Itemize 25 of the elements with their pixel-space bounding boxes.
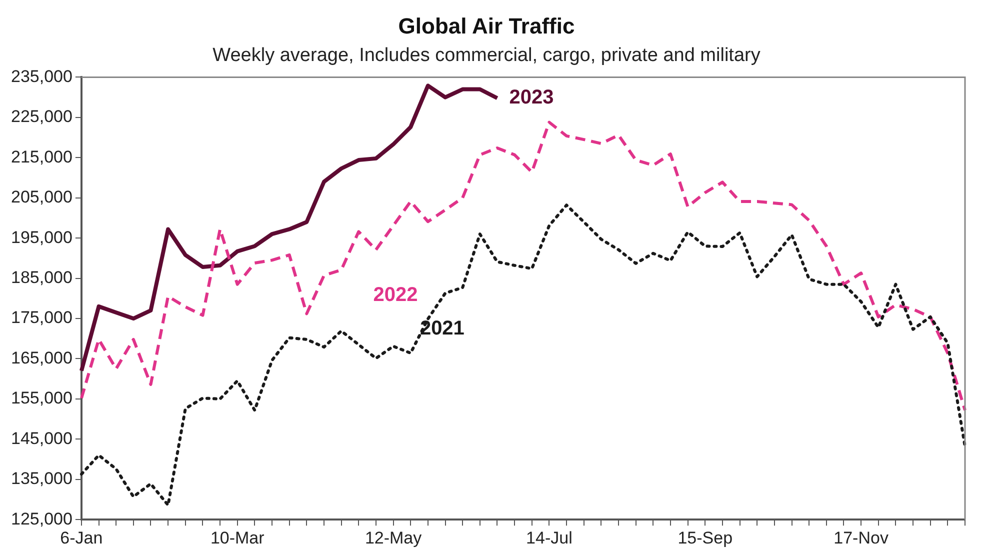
- y-tick-label: 215,000: [11, 147, 72, 166]
- chart-title: Global Air Traffic: [398, 13, 575, 38]
- y-tick-label: 235,000: [11, 66, 72, 86]
- y-tick-label: 175,000: [11, 308, 72, 328]
- line-series: [80, 120, 966, 412]
- y-tick-label: 155,000: [11, 388, 72, 408]
- x-tick-label: 10-Mar: [210, 528, 265, 548]
- chart-subtitle: Weekly average, Includes commercial, cargo, private and military: [212, 45, 761, 66]
- x-tick-label: 17-Nov: [834, 528, 889, 548]
- x-tick-label: 15-Sep: [678, 528, 733, 548]
- x-tick-label: 6-Jan: [60, 528, 103, 548]
- line-series: [80, 204, 966, 507]
- series-label: 2021: [420, 317, 464, 340]
- series-label: 2022: [373, 284, 418, 306]
- x-tick-label: 12-May: [364, 528, 422, 548]
- y-tick-label: 205,000: [11, 188, 72, 207]
- y-tick-label: 165,000: [11, 348, 72, 368]
- y-tick-label: 185,000: [11, 268, 72, 287]
- series-label: 2023: [509, 86, 554, 109]
- y-tick-label: 125,000: [11, 509, 72, 528]
- y-tick-label: 225,000: [11, 107, 72, 126]
- y-tick-label: 145,000: [11, 428, 72, 448]
- y-tick-label: 135,000: [11, 469, 72, 488]
- x-tick-label: 14-Jul: [526, 528, 572, 548]
- y-tick-label: 195,000: [11, 228, 72, 247]
